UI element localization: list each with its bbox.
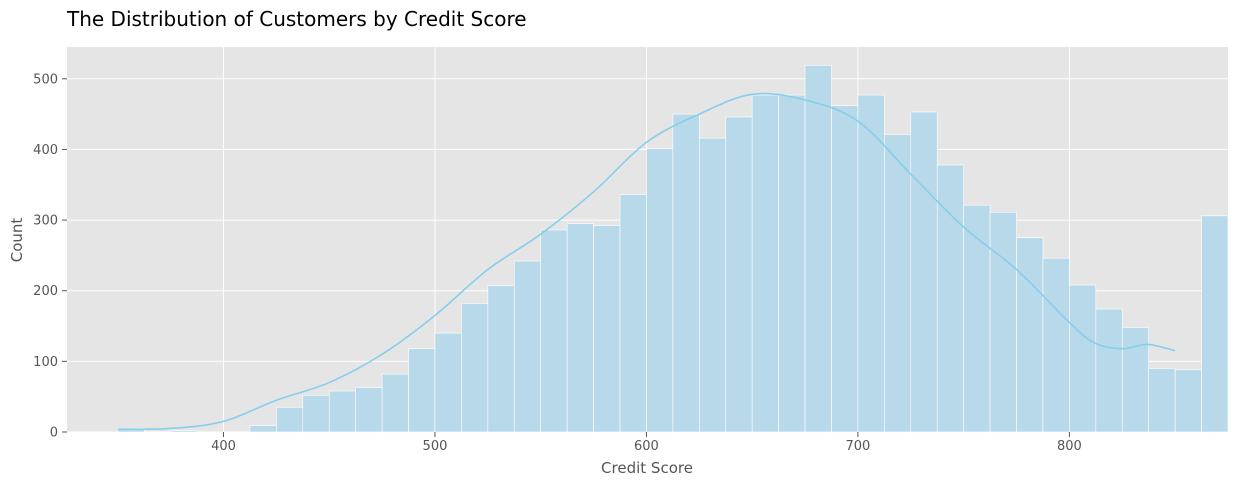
histogram-bar — [910, 111, 938, 433]
y-tick-label: 400 — [33, 143, 58, 158]
x-tick-label: 600 — [634, 439, 659, 454]
histogram-bar — [857, 94, 885, 433]
histogram-bar — [513, 260, 542, 433]
histogram-bar — [1069, 284, 1097, 433]
histogram-bar — [1174, 369, 1202, 433]
histogram-bar — [699, 137, 727, 433]
histogram-bar — [276, 406, 304, 433]
histogram-bars — [117, 65, 1229, 433]
x-axis-label: Credit Score — [601, 459, 693, 477]
histogram-bar — [540, 229, 568, 433]
x-tick-label: 500 — [423, 439, 448, 454]
x-tick-label: 700 — [846, 439, 871, 454]
y-tick-label: 100 — [33, 355, 58, 370]
histogram-bar — [725, 116, 753, 433]
histogram-bar — [936, 164, 964, 433]
histogram-bar — [461, 303, 489, 433]
y-tick-label: 0 — [50, 426, 58, 441]
y-tick-label: 200 — [33, 284, 58, 299]
histogram-bar — [1016, 237, 1044, 433]
histogram-bar — [487, 285, 515, 433]
y-axis-ticks: 0 100 200 300 400 500 — [33, 72, 67, 441]
histogram-bar — [566, 223, 594, 433]
kde-curve — [117, 92, 1176, 431]
histogram-bar — [751, 94, 779, 433]
x-tick-label: 400 — [211, 439, 236, 454]
histogram-bar — [989, 212, 1017, 433]
histogram-bar — [302, 394, 330, 433]
y-tick-label: 500 — [33, 72, 58, 87]
histogram-bar — [619, 194, 647, 433]
histogram-bar — [963, 204, 991, 433]
histogram-bar — [778, 94, 806, 433]
histogram-bar — [170, 430, 198, 433]
histogram-bar — [1095, 308, 1123, 433]
histogram-bar — [672, 113, 700, 433]
histogram-bar — [804, 65, 832, 433]
histogram-bar — [646, 148, 674, 433]
histogram-bar — [328, 390, 356, 433]
histogram-bar — [593, 225, 621, 433]
x-tick-label: 800 — [1057, 439, 1082, 454]
histogram-bar — [1042, 257, 1070, 433]
histogram-bar — [1121, 327, 1149, 433]
histogram-bar — [884, 134, 912, 433]
histogram-bar — [408, 348, 436, 433]
chart-title: The Distribution of Customers by Credit … — [66, 7, 527, 31]
histogram-bar — [1148, 368, 1176, 433]
histogram-bar — [831, 105, 859, 433]
y-tick-label: 300 — [33, 214, 58, 229]
histogram-bar — [434, 332, 462, 433]
histogram-bar — [1201, 215, 1229, 433]
x-axis-ticks: 400 500 600 700 800 — [211, 432, 1082, 454]
histogram-bar — [249, 425, 277, 433]
y-axis-label: Count — [8, 218, 26, 263]
histogram-bar — [355, 387, 383, 433]
histogram-bar — [381, 373, 409, 433]
